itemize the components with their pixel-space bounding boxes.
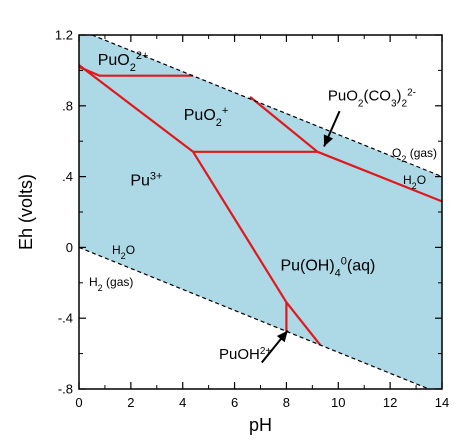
x-tick-label: 14	[435, 395, 449, 410]
y-tick-label: 0	[66, 240, 73, 255]
y-tick-label: .8	[62, 98, 73, 113]
x-tick-label: 2	[127, 395, 134, 410]
x-tick-label: 6	[231, 395, 238, 410]
x-tick-label: 8	[283, 395, 290, 410]
y-axis-title: Eh (volts)	[16, 174, 36, 250]
y-tick-label: -.4	[58, 311, 73, 326]
y-tick-label: 1.2	[55, 28, 73, 43]
x-axis-title: pH	[249, 415, 272, 435]
x-tick-label: 0	[75, 395, 82, 410]
region-label: PuO22+	[98, 50, 149, 74]
x-tick-label: 12	[383, 395, 397, 410]
y-tick-label: -.8	[58, 382, 73, 397]
phase-boundary-1	[79, 64, 194, 153]
y-tick-label: .4	[62, 169, 73, 184]
annotation-arrowhead	[323, 134, 334, 147]
phase-boundary-4	[249, 96, 319, 153]
h2-gas-label: H2 (gas)	[89, 275, 133, 293]
region-label: Pu(OH)40(aq)	[280, 255, 375, 279]
annotation-label: PuOH2+	[219, 345, 271, 363]
water-stability-field	[79, 35, 442, 389]
x-tick-label: 4	[179, 395, 186, 410]
annotation-arrowhead	[276, 330, 288, 343]
x-tick-label: 10	[331, 395, 345, 410]
o2-gas-label: O2 (gas)	[392, 146, 437, 164]
region-label: Pu3+	[130, 170, 162, 189]
water-upper-limit-line	[90, 35, 442, 178]
h2o-upper-label: H2O	[403, 173, 426, 191]
h2o-lower-label: H2O	[112, 243, 135, 261]
water-lower-limit-line	[79, 246, 431, 389]
annotation-label: PuO2(CO3)22-	[328, 87, 416, 109]
region-label: PuO2+	[184, 105, 229, 129]
phase-boundary-5	[317, 150, 442, 203]
phase-boundary-2	[79, 65, 194, 77]
phase-boundary-8	[285, 301, 321, 346]
phase-boundary-6	[192, 151, 288, 303]
